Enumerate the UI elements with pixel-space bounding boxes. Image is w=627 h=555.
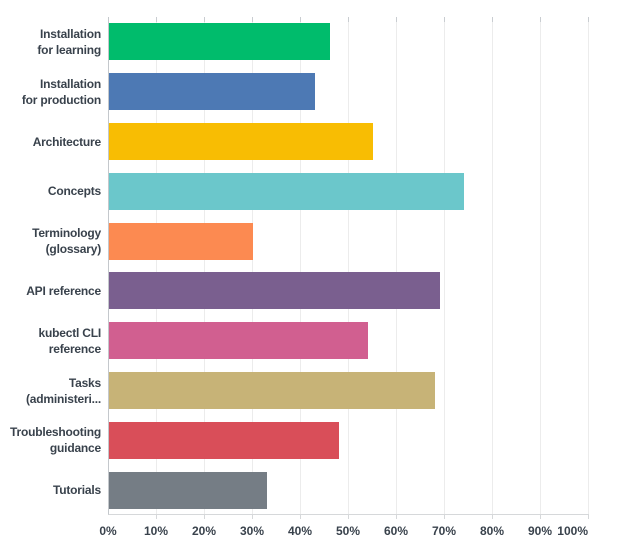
category-label: Terminology (glossary) bbox=[0, 225, 101, 257]
axis-tick-top bbox=[252, 17, 253, 22]
category-label: kubectl CLI reference bbox=[0, 325, 102, 357]
x-tick-label: 30% bbox=[239, 524, 265, 538]
category-label: Tutorials bbox=[0, 482, 101, 498]
category-label-line: Tutorials bbox=[53, 483, 101, 498]
bar-architecture[interactable] bbox=[109, 123, 373, 160]
x-tick-label: 60% bbox=[383, 524, 409, 538]
axis-tick-top bbox=[444, 17, 445, 22]
bar-terminology-glossary[interactable] bbox=[109, 222, 253, 260]
category-label-line: (administeri... bbox=[25, 391, 101, 406]
gridline bbox=[396, 17, 397, 519]
axis-tick-bottom bbox=[156, 514, 157, 519]
gridline bbox=[156, 17, 157, 519]
bar-concepts[interactable] bbox=[109, 172, 465, 210]
category-label: Installation for production bbox=[0, 76, 101, 108]
category-label-line: Concepts bbox=[47, 184, 101, 199]
axis-tick-top bbox=[588, 17, 589, 22]
gridline bbox=[444, 17, 445, 519]
category-label-line: kubectl CLI bbox=[38, 325, 102, 340]
axis-tick-bottom bbox=[204, 514, 205, 519]
category-label: Concepts bbox=[0, 183, 101, 199]
category-label-line: for production bbox=[21, 92, 101, 107]
category-label-line: for learning bbox=[37, 42, 101, 57]
bar-tutorials[interactable] bbox=[109, 471, 268, 509]
x-tick-label: 80% bbox=[479, 524, 505, 538]
axis-tick-top bbox=[300, 17, 301, 22]
category-label: Tasks (administeri... bbox=[0, 375, 101, 407]
plot-area bbox=[108, 17, 589, 519]
category-label: Installation for learning bbox=[0, 26, 101, 58]
x-tick-label: 50% bbox=[335, 524, 361, 538]
category-label-line: Troubleshooting bbox=[10, 425, 101, 440]
axis-tick-top bbox=[204, 17, 205, 22]
category-label-line: Terminology bbox=[32, 226, 101, 241]
bar-installation-for-production[interactable] bbox=[109, 73, 316, 111]
bar-installation-for-learning[interactable] bbox=[109, 23, 330, 61]
gridline bbox=[252, 17, 253, 519]
category-label-line: (glossary) bbox=[45, 242, 102, 257]
x-tick-label: 100% bbox=[557, 524, 588, 538]
category-label: API reference bbox=[0, 283, 101, 299]
axis-tick-top bbox=[540, 17, 541, 22]
gridline bbox=[540, 17, 541, 519]
category-label-line: Tasks bbox=[68, 375, 101, 390]
axis-tick-bottom bbox=[444, 514, 445, 519]
category-label: Troubleshooting guidance bbox=[0, 424, 101, 456]
x-tick-label: 90% bbox=[527, 524, 553, 538]
gridline bbox=[492, 17, 493, 519]
axis-tick-bottom bbox=[492, 514, 493, 519]
axis-tick-top bbox=[348, 17, 349, 22]
category-label-line: Installation bbox=[40, 76, 101, 91]
category-label-line: Installation bbox=[40, 26, 101, 41]
gridline bbox=[300, 17, 301, 519]
axis-tick-top bbox=[396, 17, 397, 22]
category-label-line: reference bbox=[48, 341, 101, 356]
gridline bbox=[204, 17, 205, 519]
x-tick-label: 40% bbox=[287, 524, 313, 538]
axis-tick-bottom bbox=[348, 514, 349, 519]
category-label-line: guidance bbox=[49, 441, 101, 456]
axis-tick-bottom bbox=[300, 514, 301, 519]
x-tick-label: 70% bbox=[431, 524, 457, 538]
axis-tick-bottom bbox=[252, 514, 253, 519]
bar-kubectl-cli-reference[interactable] bbox=[109, 322, 369, 360]
bar-api-reference[interactable] bbox=[109, 272, 441, 310]
x-tick-label: 20% bbox=[191, 524, 217, 538]
bar-tasks-administeri[interactable] bbox=[109, 372, 436, 409]
gridline bbox=[588, 17, 589, 519]
category-label-line: Architecture bbox=[32, 134, 101, 149]
category-label: Architecture bbox=[0, 134, 101, 150]
x-tick-label: 0% bbox=[99, 524, 117, 538]
axis-tick-bottom bbox=[396, 514, 397, 519]
x-tick-label: 10% bbox=[143, 524, 169, 538]
category-label-line: API reference bbox=[26, 283, 101, 298]
axis-tick-top bbox=[492, 17, 493, 22]
axis-tick-top bbox=[156, 17, 157, 22]
gridline bbox=[348, 17, 349, 519]
axis-tick-bottom bbox=[540, 514, 541, 519]
bar-troubleshooting-guidance[interactable] bbox=[109, 421, 340, 459]
axis-tick-bottom bbox=[588, 514, 589, 519]
